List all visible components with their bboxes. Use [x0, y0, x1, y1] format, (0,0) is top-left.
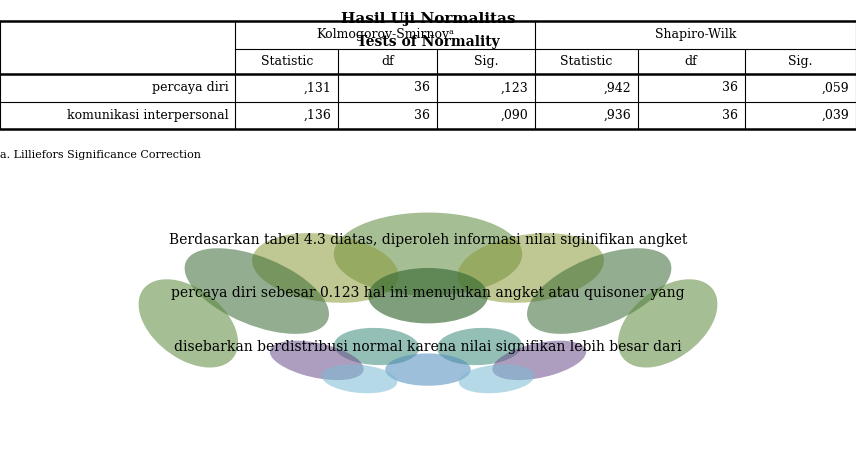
Text: 36: 36	[413, 109, 430, 122]
Text: Sig.: Sig.	[788, 55, 812, 68]
Text: disebarkan berdistribusi normal karena nilai signifikan lebih besar dari: disebarkan berdistribusi normal karena n…	[174, 340, 682, 353]
Text: a. Lilliefors Significance Correction: a. Lilliefors Significance Correction	[0, 150, 201, 160]
Text: 36: 36	[413, 81, 430, 94]
Text: ,942: ,942	[603, 81, 631, 94]
Ellipse shape	[270, 340, 364, 380]
Text: ,039: ,039	[822, 109, 849, 122]
Ellipse shape	[437, 328, 522, 365]
Ellipse shape	[492, 340, 586, 380]
Text: Berdasarkan tabel 4.3 diatas, diperoleh informasi nilai siginifikan angket: Berdasarkan tabel 4.3 diatas, diperoleh …	[169, 233, 687, 247]
Text: Statistic: Statistic	[560, 55, 613, 68]
Text: ,090: ,090	[501, 109, 528, 122]
Text: df: df	[685, 55, 698, 68]
Text: percaya diri sebesar 0.123 hal ini menujukan angket atau quisoner yang: percaya diri sebesar 0.123 hal ini menuj…	[171, 286, 685, 300]
Text: Statistic: Statistic	[260, 55, 313, 68]
Text: ,936: ,936	[603, 109, 631, 122]
Text: percaya diri: percaya diri	[152, 81, 229, 94]
Ellipse shape	[185, 248, 329, 334]
Text: komunikasi interpersonal: komunikasi interpersonal	[67, 109, 229, 122]
Ellipse shape	[385, 353, 471, 386]
Ellipse shape	[527, 248, 671, 334]
Text: ,059: ,059	[822, 81, 849, 94]
Ellipse shape	[139, 279, 238, 368]
Ellipse shape	[618, 279, 717, 368]
Text: Shapiro-Wilk: Shapiro-Wilk	[655, 28, 736, 41]
Text: 36: 36	[722, 109, 738, 122]
Ellipse shape	[368, 268, 488, 323]
Text: ,131: ,131	[303, 81, 331, 94]
Ellipse shape	[458, 233, 603, 303]
Text: df: df	[381, 55, 394, 68]
Ellipse shape	[334, 328, 419, 365]
Text: ,136: ,136	[303, 109, 331, 122]
Ellipse shape	[334, 213, 522, 296]
Text: Tests of Normality: Tests of Normality	[357, 35, 499, 49]
Text: Hasil Uji Normalitas: Hasil Uji Normalitas	[341, 12, 515, 25]
Ellipse shape	[253, 233, 398, 303]
Text: Kolmogorov-Smirnovᵃ: Kolmogorov-Smirnovᵃ	[316, 28, 455, 41]
Ellipse shape	[459, 365, 534, 393]
Ellipse shape	[322, 365, 397, 393]
Text: Sig.: Sig.	[473, 55, 498, 68]
Text: 36: 36	[722, 81, 738, 94]
Text: ,123: ,123	[501, 81, 528, 94]
